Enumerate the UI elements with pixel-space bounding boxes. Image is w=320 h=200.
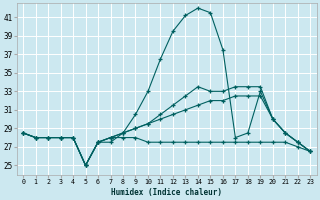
X-axis label: Humidex (Indice chaleur): Humidex (Indice chaleur): [111, 188, 222, 197]
